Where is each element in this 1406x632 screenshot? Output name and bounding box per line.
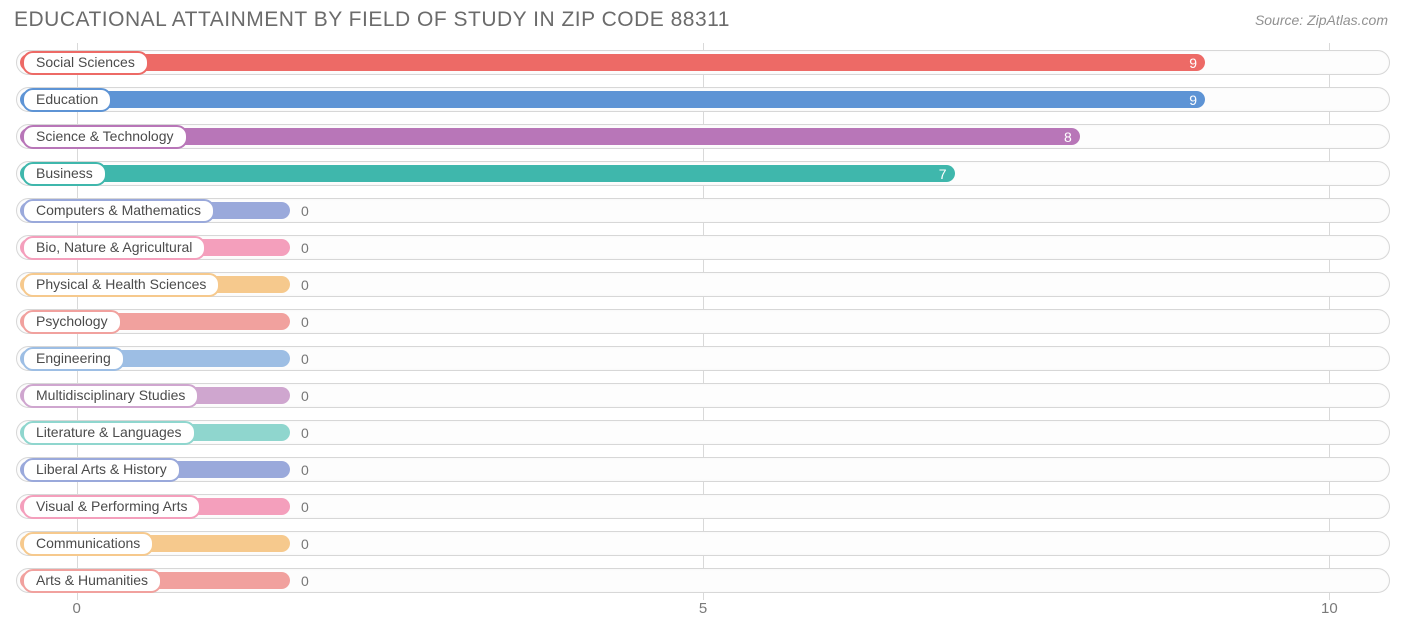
- category-chip: Engineering: [22, 347, 125, 371]
- bar-track: 7: [16, 161, 1390, 186]
- chart-row: 0 Literature & Languages: [14, 414, 1392, 451]
- category-chip: Bio, Nature & Agricultural: [22, 236, 206, 260]
- bar-value-label: 0: [301, 314, 309, 330]
- bar-track: 9: [16, 87, 1390, 112]
- category-chip: Education: [22, 88, 112, 112]
- category-chip: Psychology: [22, 310, 122, 334]
- bar-value-label: 0: [301, 388, 309, 404]
- chart-plot-area: 9 Social Sciences 9 Education 8 Science & Tec…: [14, 44, 1392, 599]
- category-chip: Computers & Mathematics: [22, 199, 215, 223]
- chart-row: 0 Arts & Humanities: [14, 562, 1392, 599]
- bar-value-label: 8: [1064, 129, 1072, 145]
- chart-row: 0 Psychology: [14, 303, 1392, 340]
- chart-row: 9 Education: [14, 81, 1392, 118]
- bar-value-label: 0: [301, 536, 309, 552]
- bar-fill: 9: [20, 54, 1205, 71]
- category-chip: Visual & Performing Arts: [22, 495, 201, 519]
- chart-row: 0 Computers & Mathematics: [14, 192, 1392, 229]
- chart-row: 0 Communications: [14, 525, 1392, 562]
- chart-row: 9 Social Sciences: [14, 44, 1392, 81]
- chart-title: EDUCATIONAL ATTAINMENT BY FIELD OF STUDY…: [14, 8, 730, 32]
- x-tick-label: 10: [1321, 600, 1338, 617]
- bar-value-label: 9: [1189, 55, 1197, 71]
- bar-value-label: 0: [301, 203, 309, 219]
- category-chip: Arts & Humanities: [22, 569, 162, 593]
- x-tick-label: 5: [699, 600, 707, 617]
- category-chip: Science & Technology: [22, 125, 188, 149]
- bar-value-label: 0: [301, 277, 309, 293]
- bar-track: [16, 346, 1390, 371]
- source-name: ZipAtlas.com: [1307, 12, 1388, 28]
- bar-track: [16, 235, 1390, 260]
- chart-row: 0 Liberal Arts & History: [14, 451, 1392, 488]
- bar-value-label: 0: [301, 573, 309, 589]
- chart-row: 8 Science & Technology: [14, 118, 1392, 155]
- bar-value-label: 0: [301, 499, 309, 515]
- chart-rows: 9 Social Sciences 9 Education 8 Science & Tec…: [14, 44, 1392, 599]
- bar-track: [16, 383, 1390, 408]
- category-chip: Liberal Arts & History: [22, 458, 181, 482]
- bar-value-label: 0: [301, 425, 309, 441]
- chart-row: 0 Multidisciplinary Studies: [14, 377, 1392, 414]
- source-attribution: Source: ZipAtlas.com: [1255, 12, 1388, 28]
- category-chip: Communications: [22, 532, 154, 556]
- bar-track: [16, 457, 1390, 482]
- source-label: Source:: [1255, 12, 1307, 28]
- bar-track: [16, 309, 1390, 334]
- bar-track: [16, 494, 1390, 519]
- bar-track: [16, 272, 1390, 297]
- chart-x-axis: 0 5 10: [14, 600, 1392, 628]
- chart-row: 7 Business: [14, 155, 1392, 192]
- chart-row: 0 Physical & Health Sciences: [14, 266, 1392, 303]
- bar-track: 8: [16, 124, 1390, 149]
- bar-track: 9: [16, 50, 1390, 75]
- bar-value-label: 7: [939, 166, 947, 182]
- bar-value-label: 0: [301, 240, 309, 256]
- bar-value-label: 0: [301, 462, 309, 478]
- bar-value-label: 0: [301, 351, 309, 367]
- bar-track: [16, 568, 1390, 593]
- chart-row: 0 Bio, Nature & Agricultural: [14, 229, 1392, 266]
- category-chip: Literature & Languages: [22, 421, 196, 445]
- bar-track: [16, 198, 1390, 223]
- chart-row: 0 Visual & Performing Arts: [14, 488, 1392, 525]
- category-chip: Social Sciences: [22, 51, 149, 75]
- x-tick-label: 0: [72, 600, 80, 617]
- category-chip: Business: [22, 162, 107, 186]
- category-chip: Physical & Health Sciences: [22, 273, 220, 297]
- bar-track: [16, 420, 1390, 445]
- bar-value-label: 9: [1189, 92, 1197, 108]
- bar-fill: 7: [20, 165, 955, 182]
- category-chip: Multidisciplinary Studies: [22, 384, 199, 408]
- chart-row: 0 Engineering: [14, 340, 1392, 377]
- bar-track: [16, 531, 1390, 556]
- bar-fill: 9: [20, 91, 1205, 108]
